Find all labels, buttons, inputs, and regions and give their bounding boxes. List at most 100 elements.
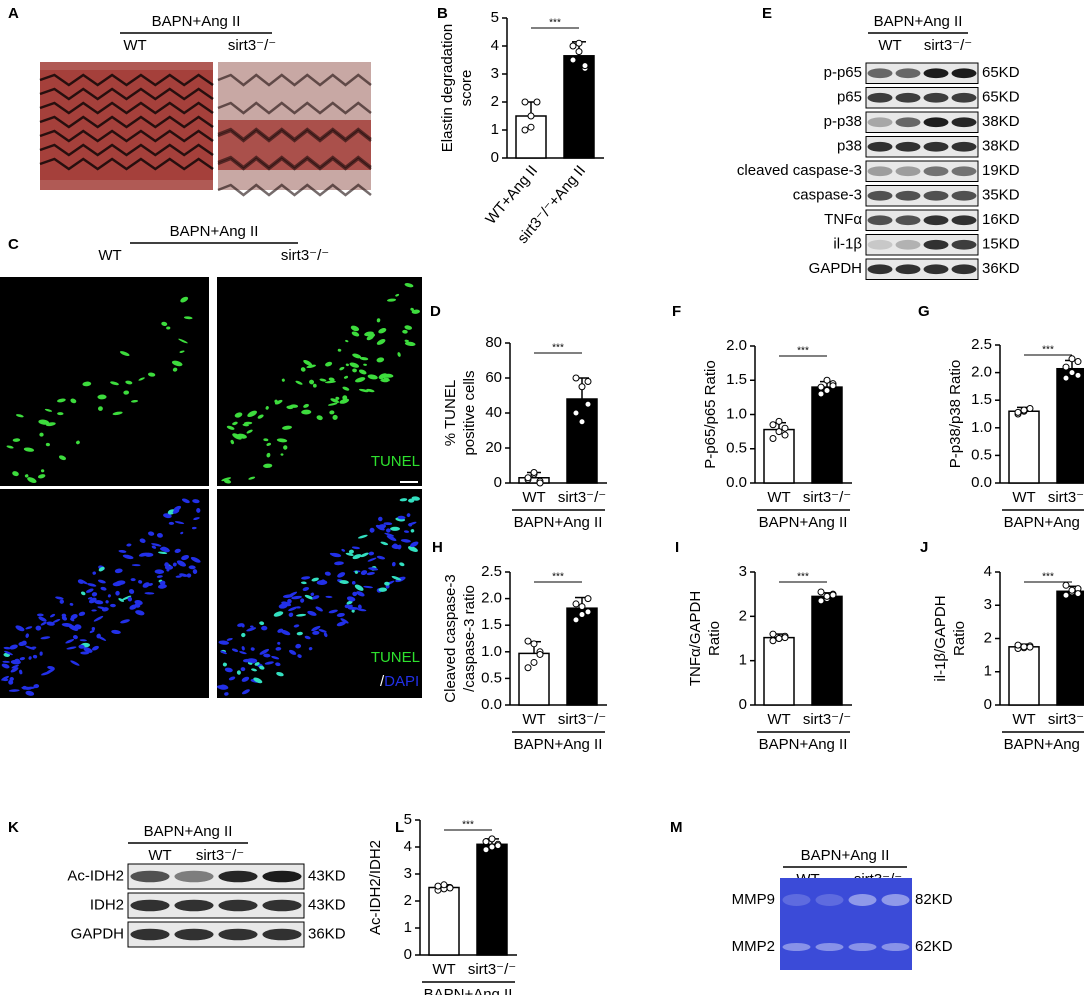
cell <box>276 438 288 443</box>
cell <box>378 373 388 380</box>
cell <box>65 639 75 644</box>
band <box>951 190 977 201</box>
cell <box>131 399 139 403</box>
cell <box>180 296 189 303</box>
protein-label: p-p65 <box>824 64 862 81</box>
cell <box>332 414 338 420</box>
cell <box>82 381 92 387</box>
cell <box>138 377 145 381</box>
band <box>174 899 214 912</box>
protein-label: MMP2 <box>732 938 775 955</box>
cell <box>366 388 375 393</box>
y-axis-label: /caspase-3 ratio <box>461 585 478 692</box>
cell <box>261 625 268 631</box>
cell <box>366 571 375 576</box>
protein-label: il-1β <box>833 236 862 253</box>
elastin-fiber <box>39 73 214 87</box>
cell <box>224 692 229 696</box>
cell <box>110 603 116 608</box>
data-point <box>1068 369 1076 377</box>
group-label: BAPN+Ang II <box>759 514 848 531</box>
cell <box>375 524 385 531</box>
cell <box>402 329 408 334</box>
cell <box>250 647 255 651</box>
cell <box>96 633 101 639</box>
data-point <box>1062 581 1070 589</box>
y-tick-label: 4 <box>491 37 499 54</box>
cell <box>367 374 378 380</box>
cell <box>114 568 123 574</box>
cell <box>98 566 105 572</box>
cell <box>183 316 193 320</box>
cell <box>376 357 385 363</box>
data-point <box>572 600 580 608</box>
band <box>951 117 977 128</box>
cell <box>1 663 10 669</box>
data-point <box>1014 641 1022 649</box>
cell <box>87 583 97 587</box>
stain-label: TUNEL <box>371 649 420 666</box>
cell <box>237 623 245 627</box>
elastin-fiber <box>217 127 372 141</box>
band <box>848 943 877 951</box>
data-point <box>584 378 592 385</box>
band <box>174 928 214 941</box>
cell <box>236 670 241 675</box>
x-tick-label: WT <box>767 711 790 728</box>
y-tick-label: 3 <box>984 596 992 613</box>
significance-label: *** <box>552 572 564 583</box>
data-point <box>1068 355 1076 363</box>
cell <box>156 575 163 578</box>
band <box>881 943 910 951</box>
stain-label: DAPI <box>384 673 419 690</box>
cell <box>186 573 192 578</box>
band <box>867 166 893 177</box>
elastin-fiber <box>39 129 214 143</box>
bar <box>763 636 795 706</box>
cell <box>174 521 185 525</box>
protein-label: TNFα <box>824 211 862 228</box>
cell <box>315 606 323 612</box>
cell <box>400 539 411 543</box>
protein-label: IDH2 <box>90 896 124 913</box>
panel-letter: D <box>430 303 441 320</box>
cell <box>4 650 13 656</box>
protein-label: p38 <box>837 138 862 155</box>
cell <box>312 630 320 635</box>
cell <box>336 612 345 617</box>
cell <box>70 617 75 622</box>
cell <box>89 630 95 633</box>
cell <box>340 618 349 624</box>
y-tick-label: 1.5 <box>481 616 502 633</box>
data-point <box>1026 404 1034 412</box>
cell <box>139 538 146 543</box>
cell <box>275 646 282 651</box>
data-point <box>530 640 538 648</box>
cell <box>410 541 419 548</box>
y-tick-label: 0 <box>739 696 747 713</box>
data-point <box>1062 374 1070 382</box>
cell <box>191 526 197 530</box>
cell <box>358 369 367 375</box>
cell <box>301 576 311 580</box>
cell <box>175 575 182 578</box>
cell <box>57 412 64 416</box>
y-axis-label: Ac-IDH2/IDH2 <box>367 840 384 935</box>
cell <box>196 507 201 513</box>
x-tick-label: sirt3⁻/⁻ <box>468 961 516 978</box>
cell <box>91 627 96 631</box>
cell <box>399 498 408 502</box>
cell <box>241 676 250 682</box>
cell <box>351 331 360 337</box>
panel-letter: C <box>8 236 19 253</box>
elastin-fiber <box>217 157 372 171</box>
cell <box>376 555 386 560</box>
band <box>951 166 977 177</box>
data-point <box>775 635 783 642</box>
data-point <box>488 843 496 851</box>
x-tick-label: WT <box>1012 489 1035 506</box>
band <box>951 215 977 226</box>
cell <box>123 390 130 395</box>
cell <box>271 656 280 660</box>
y-tick-label: 20 <box>485 439 502 456</box>
